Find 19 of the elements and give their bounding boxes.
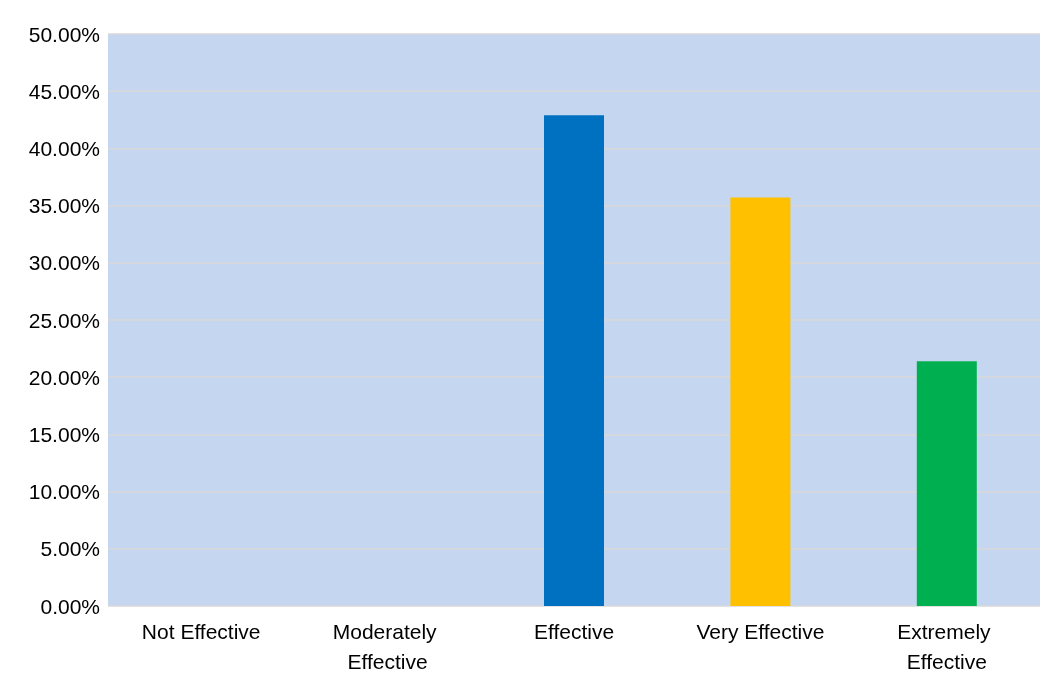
y-tick-label: 20.00% bbox=[28, 365, 100, 389]
y-tick-label: 50.00% bbox=[28, 22, 100, 46]
x-tick-label: Moderately Effective bbox=[332, 619, 443, 673]
bar bbox=[730, 197, 791, 606]
y-tick-label: 25.00% bbox=[28, 308, 100, 332]
x-tick-label: Very Effective bbox=[696, 619, 825, 643]
x-tick-label: Not Effective bbox=[141, 619, 261, 643]
y-tick-label: 45.00% bbox=[28, 79, 100, 103]
y-tick-label: 0.00% bbox=[40, 594, 100, 618]
y-tick-label: 15.00% bbox=[28, 422, 100, 446]
y-tick-label: 40.00% bbox=[28, 136, 100, 160]
bar bbox=[916, 361, 977, 606]
y-tick-label: 10.00% bbox=[28, 480, 100, 504]
x-tick-label: Extremely Effective bbox=[897, 619, 997, 673]
y-tick-label: 35.00% bbox=[28, 194, 100, 218]
x-tick-label: Effective bbox=[533, 619, 615, 643]
y-tick-label: 5.00% bbox=[40, 537, 100, 561]
bar bbox=[544, 115, 604, 606]
y-tick-label: 30.00% bbox=[28, 251, 100, 275]
